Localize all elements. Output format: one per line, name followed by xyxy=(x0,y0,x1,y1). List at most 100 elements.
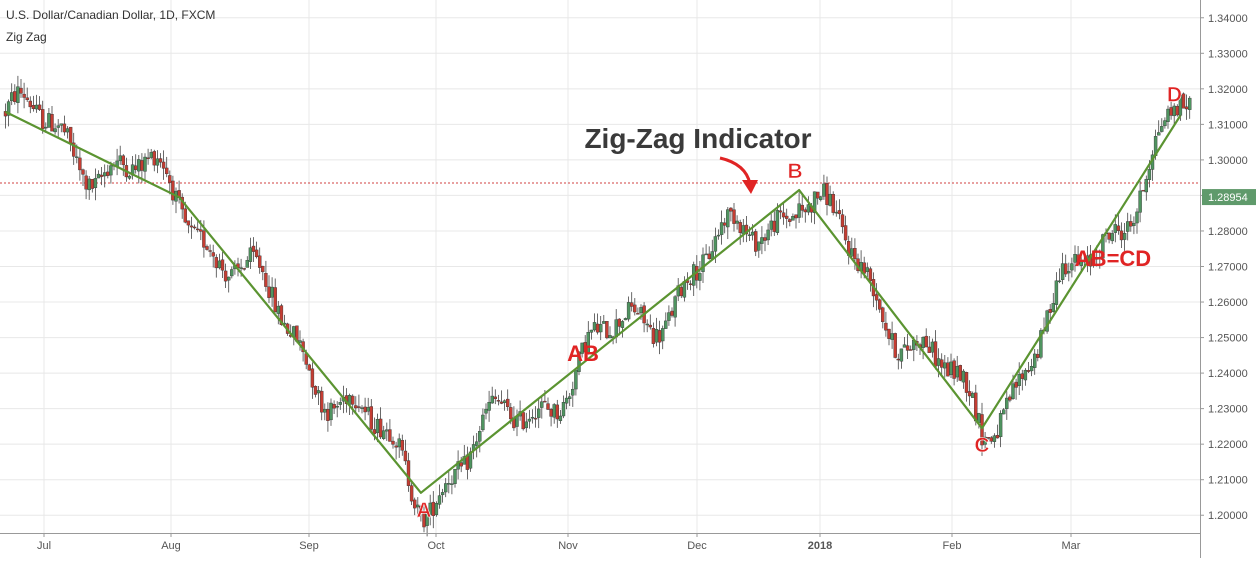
candle xyxy=(357,394,361,413)
candle xyxy=(316,386,321,405)
candle-body-up xyxy=(902,344,907,348)
candle-body-up xyxy=(1045,310,1049,332)
candle-body-up xyxy=(955,366,959,378)
candle-body-down xyxy=(1048,308,1052,313)
candle-body-down xyxy=(630,302,634,307)
candle-body-down xyxy=(186,220,191,226)
candle-body-up xyxy=(673,296,677,318)
candle xyxy=(251,237,256,262)
candle xyxy=(1063,254,1068,278)
candle-body-down xyxy=(878,299,882,310)
candle xyxy=(933,330,938,370)
candle xyxy=(1125,212,1130,241)
candle-body-up xyxy=(1160,126,1164,132)
candle xyxy=(53,123,57,135)
candle xyxy=(664,312,668,329)
candle-body-down xyxy=(279,305,284,325)
candle xyxy=(729,207,733,222)
candle-body-down xyxy=(729,207,733,212)
candle-body-down xyxy=(555,404,559,420)
current-price-tag: 1.28954 xyxy=(1202,189,1256,206)
candle-body-down xyxy=(332,404,336,409)
candle xyxy=(561,395,566,419)
candle-body-down xyxy=(168,175,172,183)
candle-body-down xyxy=(521,412,525,430)
candle xyxy=(1079,251,1083,274)
candle xyxy=(115,148,119,176)
candle-body-up xyxy=(961,370,966,383)
candle-body-down xyxy=(788,219,792,222)
candle-body-up xyxy=(1135,211,1139,224)
candle-body-down xyxy=(840,214,845,228)
candle xyxy=(1026,362,1031,373)
candle xyxy=(506,389,510,411)
candle xyxy=(484,403,488,420)
candle-body-up xyxy=(276,305,280,314)
candle-body-down xyxy=(1119,230,1124,241)
candle-body-down xyxy=(164,167,169,175)
candle xyxy=(267,275,271,304)
candle xyxy=(397,433,401,458)
x-tick-label: Aug xyxy=(161,540,181,552)
candle xyxy=(425,511,429,537)
candle-body-up xyxy=(558,415,563,421)
candle-body-down xyxy=(493,396,497,400)
x-tick-label: 2018 xyxy=(808,540,832,552)
candle-body-down xyxy=(506,398,510,408)
candle xyxy=(34,94,39,113)
candle-body-up xyxy=(769,220,773,230)
candle-body-down xyxy=(549,409,553,417)
candle xyxy=(1144,175,1149,201)
x-tick-label: Oct xyxy=(427,540,444,552)
candle-body-up xyxy=(335,405,339,408)
candle-body-down xyxy=(688,283,693,285)
candle xyxy=(921,336,925,360)
candle xyxy=(109,161,113,184)
candle-body-down xyxy=(825,183,829,205)
candle-body-up xyxy=(667,312,671,321)
candle-body-up xyxy=(797,203,801,218)
candle-body-up xyxy=(6,101,11,116)
candle xyxy=(843,215,848,245)
candle xyxy=(462,444,466,465)
candle-body-down xyxy=(1141,189,1145,192)
candle xyxy=(927,335,931,353)
candle-body-up xyxy=(425,513,429,526)
candle-body-up xyxy=(865,267,869,272)
candle-body-up xyxy=(806,204,811,213)
candle-body-up xyxy=(1122,233,1127,240)
candle xyxy=(719,210,724,245)
candle xyxy=(543,390,547,403)
candle xyxy=(704,244,708,256)
candle xyxy=(1091,256,1096,268)
candle-body-up xyxy=(701,254,705,272)
candle xyxy=(961,369,966,389)
candle xyxy=(540,395,544,419)
candle xyxy=(909,345,913,351)
candle xyxy=(205,244,209,251)
candle-body-up xyxy=(552,404,556,418)
candle xyxy=(692,261,696,297)
candle-body-down xyxy=(413,499,417,509)
candle-body-down xyxy=(1008,396,1012,401)
candle xyxy=(645,319,649,333)
candle xyxy=(406,452,411,492)
candle xyxy=(363,397,367,421)
candle-body-down xyxy=(192,226,197,229)
candle xyxy=(326,402,330,432)
candle xyxy=(475,432,479,458)
candle-body-down xyxy=(189,225,194,228)
candle-body-up xyxy=(102,172,107,177)
candle xyxy=(1160,118,1164,133)
candle xyxy=(382,425,386,441)
candle xyxy=(168,170,172,195)
x-tick-label: Mar xyxy=(1062,540,1081,552)
candle-body-up xyxy=(1091,259,1096,266)
candle xyxy=(22,82,26,109)
candle-body-up xyxy=(571,388,575,396)
candle-body-down xyxy=(617,318,621,327)
candle xyxy=(50,105,54,132)
candle-body-down xyxy=(893,333,897,358)
